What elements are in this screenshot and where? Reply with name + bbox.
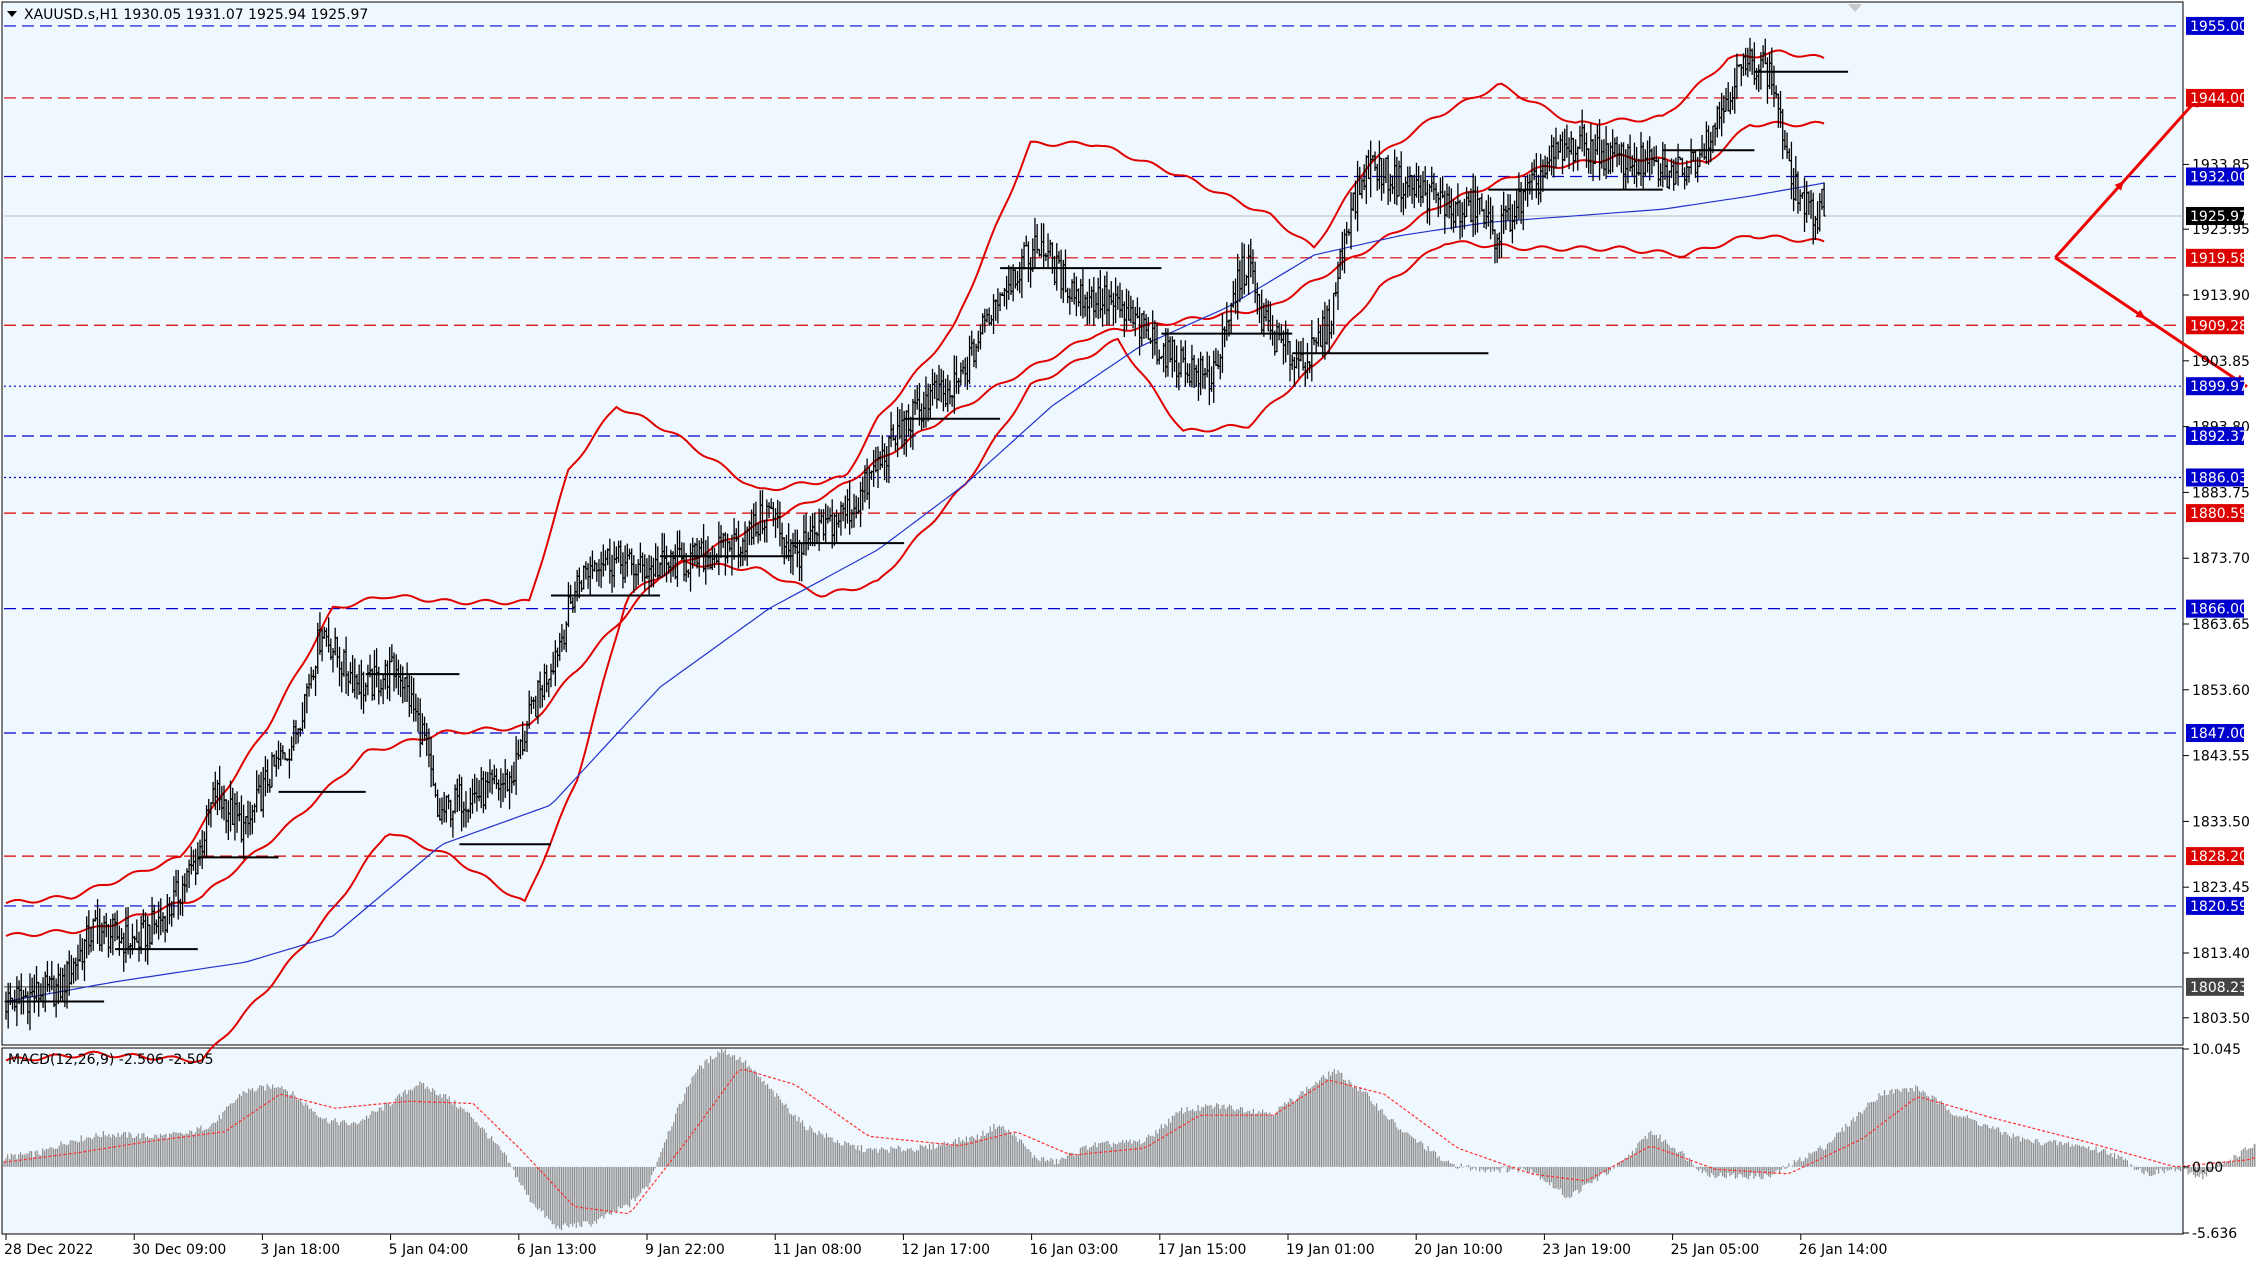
time-tick-label: 17 Jan 15:00 xyxy=(1158,1242,1247,1258)
level-price-badge: 1925.97 xyxy=(2186,206,2248,225)
level-price-badge: 1909.28 xyxy=(2186,316,2248,335)
level-price-badge: 1808.23 xyxy=(2186,977,2248,996)
level-price-badge: 1847.00 xyxy=(2186,724,2248,743)
level-price-badge: 1892.37 xyxy=(2186,426,2248,445)
bollinger-middle-band xyxy=(5,120,1825,938)
time-tick-label: 28 Dec 2022 xyxy=(4,1242,93,1258)
price-tick-label: 1923.95 xyxy=(2192,222,2250,238)
swing-lines xyxy=(6,70,1849,1003)
price-levels xyxy=(4,25,2182,988)
candle-bar[interactable] xyxy=(1822,182,1826,217)
level-price-badge: 1866.00 xyxy=(2186,599,2248,618)
price-tick-label: 1913.90 xyxy=(2192,288,2250,304)
bollinger-upper-band xyxy=(5,49,1825,905)
macd-tick-label: 0.00 xyxy=(2192,1160,2223,1176)
level-price-badge: 1886.03 xyxy=(2186,468,2248,487)
chart-title: XAUUSD.s,H1 1930.05 1931.07 1925.94 1925… xyxy=(24,7,368,23)
time-axis: 28 Dec 2022 30 Dec 09:00 3 Jan 18:00 5 Jan … xyxy=(4,1234,1887,1258)
symbol-menu-icon[interactable] xyxy=(7,11,17,17)
time-tick-label: 26 Jan 14:00 xyxy=(1799,1242,1888,1258)
time-tick-label: 25 Jan 05:00 xyxy=(1671,1242,1760,1258)
time-tick-label: 11 Jan 08:00 xyxy=(773,1242,862,1258)
bollinger-bands xyxy=(5,49,1825,1064)
time-tick-label: 3 Jan 18:00 xyxy=(260,1242,340,1258)
main-chart-area[interactable] xyxy=(1,1,2184,1046)
price-tick-label: 1823.45 xyxy=(2192,880,2250,896)
level-price-badge: 1828.20 xyxy=(2186,847,2248,866)
macd-tick-label: 10.045 xyxy=(2192,1042,2241,1058)
level-badges: 1955.00 1944.00 1932.00 1925.97 1919.58 1909.… xyxy=(2186,16,2248,996)
level-price-badge: 1919.58 xyxy=(2186,248,2248,267)
time-tick-label: 16 Jan 03:00 xyxy=(1030,1242,1119,1258)
bollinger-lower-band xyxy=(5,234,1825,1064)
price-axis: 1933.851923.951913.901903.851893.801883.… xyxy=(2183,157,2250,1027)
time-tick-label: 12 Jan 17:00 xyxy=(901,1242,990,1258)
candle-bar[interactable] xyxy=(1820,188,1824,210)
time-tick-label: 30 Dec 09:00 xyxy=(132,1242,226,1258)
time-tick-label: 20 Jan 10:00 xyxy=(1414,1242,1503,1258)
macd-panel-area[interactable] xyxy=(1,1047,2184,1235)
price-tick-label: 1873.70 xyxy=(2192,551,2250,567)
price-tick-label: 1903.85 xyxy=(2192,354,2250,370)
macd-title: MACD(12,26,9) -2.506 -2.505 xyxy=(8,1052,214,1068)
level-price-badge: 1899.97 xyxy=(2186,377,2248,396)
time-tick-label: 5 Jan 04:00 xyxy=(389,1242,469,1258)
price-tick-label: 1883.75 xyxy=(2192,485,2250,501)
price-tick-label: 1853.60 xyxy=(2192,683,2250,699)
level-price-badge: 1932.00 xyxy=(2186,167,2248,186)
time-tick-label: 19 Jan 01:00 xyxy=(1286,1242,1375,1258)
level-price-badge: 1880.59 xyxy=(2186,504,2248,522)
price-tick-label: 1813.40 xyxy=(2192,946,2250,962)
macd-tick-label: -5.636 xyxy=(2192,1226,2237,1242)
time-tick-label: 9 Jan 22:00 xyxy=(645,1242,725,1258)
macd-indicator: 10.045 0.00 -5.636 xyxy=(3,1042,2256,1242)
price-tick-label: 1803.50 xyxy=(2192,1011,2250,1027)
level-price-badge: 1944.00 xyxy=(2186,88,2248,107)
macd-signal-line xyxy=(3,1068,2256,1215)
level-price-badge: 1955.00 xyxy=(2186,16,2248,35)
price-tick-label: 1863.65 xyxy=(2192,617,2250,633)
candlesticks xyxy=(4,37,1826,1031)
price-tick-label: 1843.55 xyxy=(2192,749,2250,765)
level-price-badge: 1820.59 xyxy=(2186,896,2248,915)
time-tick-label: 23 Jan 19:00 xyxy=(1542,1242,1631,1258)
scroll-marker-icon[interactable] xyxy=(1848,4,1862,12)
time-tick-label: 6 Jan 13:00 xyxy=(517,1242,597,1258)
price-tick-label: 1833.50 xyxy=(2192,814,2250,830)
